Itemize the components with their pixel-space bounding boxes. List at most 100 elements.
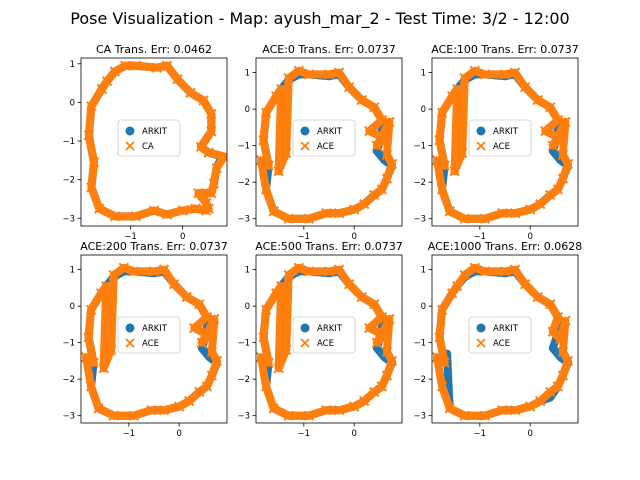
y-tick-label: −3 — [62, 412, 75, 422]
y-tick-label: −1 — [237, 142, 250, 152]
pred-point — [369, 189, 380, 201]
pred-point — [369, 386, 380, 398]
pred-point — [83, 130, 95, 141]
pred-point — [206, 370, 218, 381]
legend-arkit-label: ARKIT — [493, 127, 519, 137]
x-tick-label: 0 — [351, 232, 356, 242]
pred-point — [323, 69, 335, 80]
pred-point — [333, 208, 345, 219]
pred-point — [303, 410, 315, 421]
subplot-title: CA Trans. Err: 0.0462 — [96, 43, 212, 56]
y-tick-label: 0 — [245, 302, 250, 312]
pred-point — [451, 280, 463, 292]
pred-point — [86, 182, 97, 193]
pred-point — [562, 355, 574, 367]
pred-point — [436, 107, 448, 118]
pred-point — [532, 94, 543, 106]
y-tick-label: −2 — [413, 178, 426, 188]
legend-pred-label: ACE — [317, 142, 334, 152]
y-tick-label: −1 — [237, 339, 250, 349]
pred-point — [381, 346, 393, 357]
legend-arkit-label: ARKIT — [317, 127, 343, 137]
subplot-3: ACE:100 Trans. Err: 0.0737 −1 0 1 0 −1 −2 −3 ARK… — [413, 43, 578, 242]
y-tick-label: −1 — [413, 142, 426, 152]
legend-pred-marker — [476, 141, 486, 151]
pred-point — [333, 405, 345, 416]
y-tick-label: −3 — [237, 215, 250, 225]
pred-point — [86, 101, 97, 112]
x-tick-label: −1 — [124, 232, 137, 242]
y-tick-label: −1 — [413, 339, 426, 349]
y-tick-label: −1 — [62, 137, 75, 147]
pred-point — [258, 331, 269, 343]
pred-point — [560, 315, 571, 326]
legend-arkit-marker — [476, 126, 486, 136]
pred-point — [545, 386, 556, 398]
pred-point — [172, 74, 183, 85]
pred-point — [195, 141, 207, 153]
legend-arkit-label: ARKIT — [142, 127, 168, 137]
pred-point — [109, 211, 121, 222]
y-tick-label: −2 — [413, 375, 426, 385]
pred-point — [198, 95, 209, 106]
pred-point — [562, 158, 574, 170]
pred-point — [194, 299, 205, 310]
legend-pred-label: CA — [142, 142, 154, 152]
pred-point — [293, 65, 305, 76]
pred-point — [184, 395, 195, 407]
pred-point — [211, 162, 222, 174]
pred-point — [552, 381, 564, 392]
pred-point — [545, 299, 556, 310]
pred-point — [85, 304, 97, 315]
pred-point — [469, 65, 481, 76]
pred-point — [555, 333, 566, 345]
pred-point — [293, 262, 305, 273]
pred-point — [356, 94, 367, 106]
pred-point — [343, 82, 355, 93]
pred-point — [497, 405, 508, 416]
legend-arkit-label: ARKIT — [493, 324, 519, 334]
pred-point — [130, 211, 141, 222]
pred-point — [432, 352, 443, 363]
pred-point — [268, 403, 279, 414]
pred-point — [434, 331, 445, 343]
legend-arkit-marker — [300, 126, 310, 136]
pred-point — [260, 304, 272, 315]
legend-pred-marker — [476, 338, 486, 348]
pred-point — [557, 370, 569, 381]
pred-point — [469, 262, 481, 273]
pred-point — [444, 206, 455, 217]
pred-point — [280, 147, 292, 159]
pred-point — [98, 363, 109, 374]
pred-point — [128, 266, 140, 277]
pred-point — [376, 381, 388, 392]
y-tick-label: −3 — [413, 215, 426, 225]
subplot-title: ACE:1000 Trans. Err: 0.0628 — [428, 240, 583, 253]
axes-frame — [80, 254, 228, 424]
pred-point — [540, 125, 551, 137]
arkit-point — [373, 147, 381, 155]
subplot-grid: CA Trans. Err: 0.0462−1 010−1−2−3ARKITCAA… — [62, 43, 582, 439]
pred-point — [459, 269, 470, 281]
pred-point — [85, 381, 97, 392]
pred-point — [168, 279, 180, 290]
pred-point — [557, 149, 569, 160]
x-tick-label: −1 — [474, 232, 487, 242]
pred-point — [545, 102, 556, 113]
pred-point — [268, 206, 279, 217]
legend: ARKIT ACE — [468, 119, 532, 157]
legend-arkit-marker — [300, 323, 310, 333]
plot-area — [83, 60, 227, 222]
y-tick-label: 0 — [421, 302, 426, 312]
pred-point — [283, 72, 294, 84]
pred-point — [88, 357, 99, 368]
legend-pred-marker — [300, 338, 310, 348]
pred-point — [432, 155, 443, 166]
axes-frame — [431, 254, 579, 424]
pred-point — [200, 205, 212, 216]
pred-point — [270, 288, 282, 299]
pred-point — [203, 147, 214, 158]
y-tick-label: −3 — [413, 412, 426, 422]
legend: ARKIT ACE — [292, 316, 356, 354]
pred-point — [101, 75, 113, 87]
